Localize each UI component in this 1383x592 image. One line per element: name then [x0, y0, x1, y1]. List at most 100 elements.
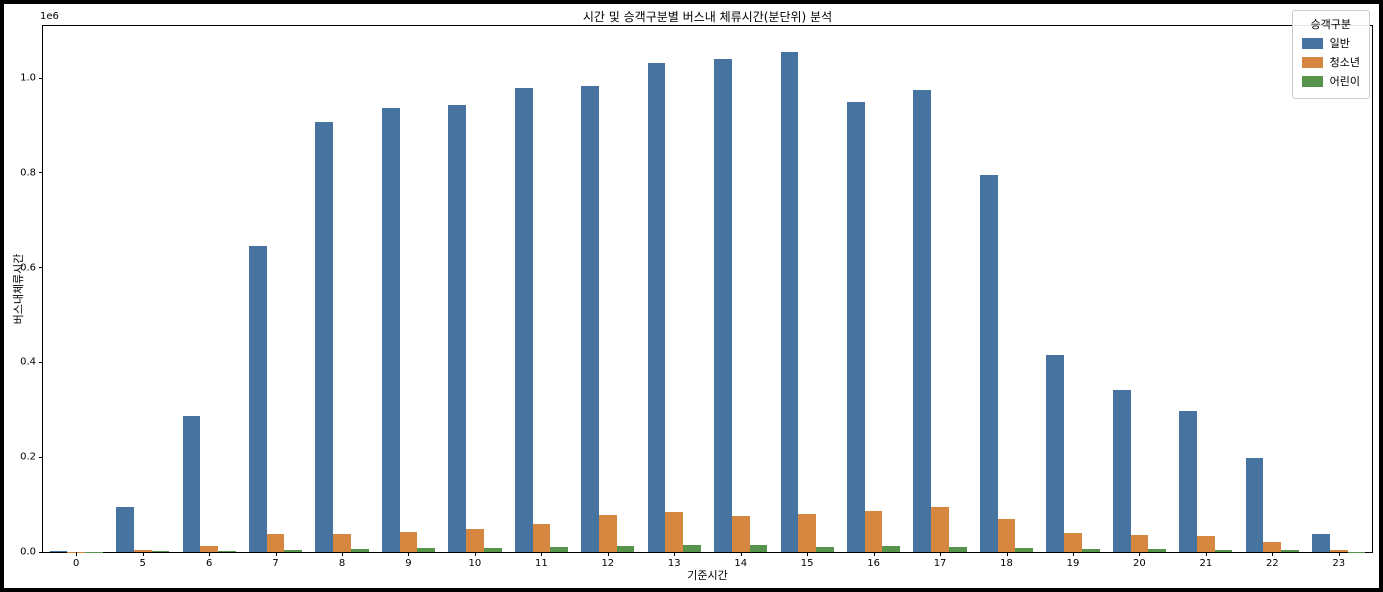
- bar-어린이-20: [1148, 549, 1166, 552]
- bar-어린이-11: [550, 547, 568, 552]
- x-tick-mark: [1272, 552, 1274, 556]
- x-tick-mark: [408, 552, 410, 556]
- x-tick-label: 14: [734, 558, 748, 569]
- bar-일반-21: [1179, 410, 1197, 552]
- bar-어린이-16: [882, 545, 901, 552]
- bar-일반-15: [780, 51, 799, 552]
- bar-청소년-20: [1130, 535, 1149, 552]
- x-tick-mark: [873, 552, 875, 556]
- bar-일반-0: [49, 551, 68, 552]
- y-tick-label: 0.8: [20, 167, 36, 179]
- matplotlib-figure: 시간 및 승객구분별 버스내 체류시간(분단위) 분석 1e6 0 5 6 7 8 9 10…: [4, 4, 1379, 588]
- x-tick-mark: [342, 552, 344, 556]
- y-tick-label: 0.0: [20, 546, 36, 558]
- bar-일반-10: [448, 105, 467, 552]
- x-tick-label: 18: [1000, 558, 1013, 569]
- x-tick-mark: [275, 552, 277, 556]
- bar-일반-20: [1112, 390, 1131, 552]
- y-tick-mark: [39, 361, 43, 363]
- bar-일반-22: [1245, 457, 1264, 552]
- legend-swatch-청소년: [1301, 56, 1323, 68]
- x-tick-label: 16: [867, 558, 880, 569]
- x-tick-label: 21: [1199, 558, 1213, 569]
- bar-일반-23: [1312, 534, 1330, 552]
- x-tick-mark: [1205, 552, 1207, 556]
- x-tick-mark: [76, 552, 78, 556]
- bar-청소년-13: [665, 511, 684, 552]
- x-tick-label: 23: [1332, 558, 1346, 569]
- legend-swatch-어린이: [1301, 75, 1323, 87]
- y-tick-mark: [39, 77, 43, 79]
- x-tick-mark: [807, 552, 809, 556]
- bar-일반-16: [847, 102, 865, 552]
- x-tick-mark: [1072, 552, 1074, 556]
- bar-청소년-14: [731, 516, 750, 552]
- x-tick-label: 0: [73, 558, 80, 569]
- bar-어린이-18: [1015, 547, 1034, 552]
- bar-청소년-12: [598, 515, 617, 552]
- bar-청소년-18: [997, 518, 1016, 552]
- bar-어린이-8: [350, 548, 369, 552]
- x-tick-mark: [607, 552, 609, 556]
- bar-청소년-9: [399, 532, 418, 552]
- legend-entry-label: 어린이: [1329, 75, 1360, 88]
- legend-entry: 일반: [1301, 35, 1360, 51]
- x-tick-mark: [142, 552, 144, 556]
- x-tick-label: 13: [667, 558, 681, 569]
- bar-청소년-15: [798, 514, 817, 552]
- bar-청소년-17: [931, 506, 949, 552]
- bar-일반-13: [647, 62, 666, 552]
- x-tick-mark: [209, 552, 211, 556]
- bar-일반-5: [116, 507, 134, 552]
- bar-청소년-23: [1329, 550, 1348, 552]
- bar-어린이-9: [417, 548, 436, 552]
- y-tick-label: 1.0: [20, 72, 36, 84]
- legend-entry: 청소년: [1301, 54, 1360, 70]
- bar-청소년-21: [1197, 535, 1215, 552]
- y-tick-label: 0.6: [20, 262, 36, 274]
- x-tick-label: 10: [468, 558, 482, 569]
- y-axis-label: 버스내체류시간: [12, 253, 25, 325]
- x-tick-mark: [940, 552, 942, 556]
- bar-어린이-14: [749, 545, 768, 552]
- bar-일반-18: [979, 175, 998, 552]
- bar-어린이-5: [151, 551, 170, 552]
- bar-일반-11: [514, 87, 533, 552]
- bar-청소년-7: [266, 534, 285, 552]
- bar-청소년-6: [200, 545, 218, 552]
- y-tick-mark: [39, 456, 43, 458]
- legend-entry: 어린이: [1301, 73, 1360, 89]
- bar-어린이-12: [616, 545, 635, 552]
- x-tick-label: 19: [1066, 558, 1080, 569]
- legend-entry-label: 청소년: [1329, 56, 1360, 69]
- bar-일반-17: [913, 89, 932, 552]
- x-tick-mark: [1338, 552, 1340, 556]
- bar-어린이-19: [1081, 548, 1100, 552]
- y-axis-offset-text: 1e6: [40, 11, 59, 22]
- x-tick-label: 5: [139, 558, 146, 569]
- legend: 승객구분 일반 청소년 어린이: [1291, 10, 1370, 99]
- x-tick-mark: [541, 552, 543, 556]
- x-tick-mark: [1006, 552, 1008, 556]
- y-tick-label: 0.2: [20, 451, 36, 463]
- x-tick-label: 17: [933, 558, 947, 569]
- bar-어린이-10: [483, 547, 502, 552]
- x-tick-mark: [1139, 552, 1141, 556]
- bar-일반-7: [248, 246, 267, 552]
- legend-swatch-일반: [1301, 37, 1323, 49]
- x-tick-label: 8: [338, 558, 346, 569]
- bar-청소년-8: [333, 534, 351, 552]
- bar-일반-8: [315, 121, 334, 552]
- bar-청소년-11: [532, 523, 551, 552]
- x-tick-label: 7: [272, 558, 279, 569]
- bar-청소년-10: [466, 528, 484, 552]
- y-tick-mark: [39, 551, 43, 553]
- bar-일반-19: [1046, 355, 1065, 552]
- y-tick-mark: [39, 172, 43, 174]
- bar-청소년-5: [133, 550, 152, 552]
- bar-일반-6: [182, 416, 201, 552]
- bar-일반-9: [381, 108, 400, 552]
- bar-어린이-13: [683, 545, 701, 552]
- bar-청소년-19: [1064, 532, 1082, 552]
- bar-어린이-22: [1281, 550, 1299, 552]
